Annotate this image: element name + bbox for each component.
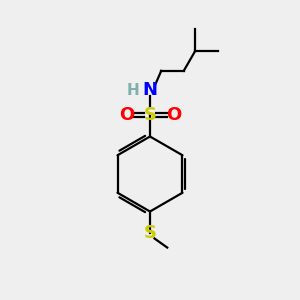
Text: O: O xyxy=(166,106,181,124)
Text: S: S xyxy=(143,106,157,124)
Text: S: S xyxy=(143,224,157,242)
Text: H: H xyxy=(127,83,140,98)
Text: O: O xyxy=(119,106,134,124)
Text: N: N xyxy=(142,81,158,99)
